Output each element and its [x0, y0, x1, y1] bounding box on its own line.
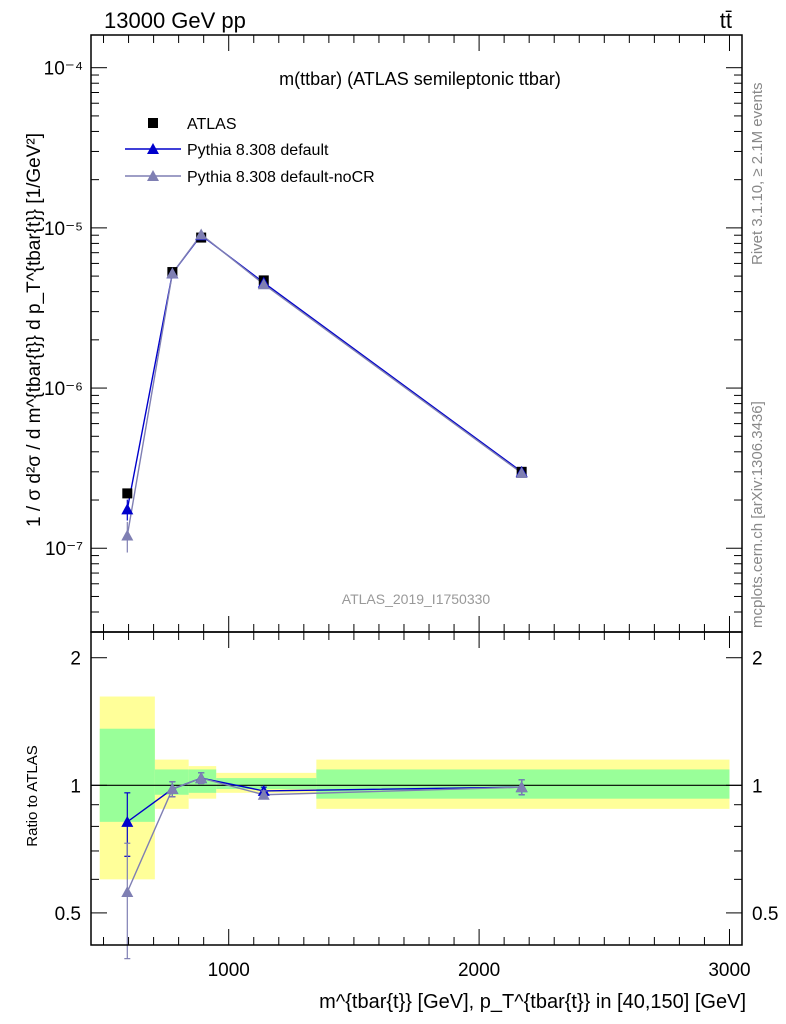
data-point: [257, 278, 270, 290]
legend-label-nocr: Pythia 8.308 default-noCR: [187, 169, 375, 186]
ratio-y-tick-label: 1: [70, 776, 81, 797]
x-tick-label: 3000: [708, 960, 750, 981]
data-point: [515, 466, 528, 478]
x-tick-label: 1000: [208, 960, 250, 981]
legend-marker-nocr: [147, 170, 159, 181]
main-y-axis-label: 1 / σ d²σ / d m^{tbar{t}} d p_T^{tbar{t}…: [24, 133, 45, 527]
x-axis-label: m^{tbar{t}} [GeV], p_T^{tbar{t}} in [40,…: [319, 991, 746, 1013]
data-point: [121, 529, 134, 541]
rivet-label: Rivet 3.1.10, ≥ 2.1M events: [749, 83, 766, 266]
ratio-y-axis-label: Ratio to ATLAS: [24, 745, 41, 846]
ratio-data-point: [121, 886, 134, 898]
data-point: [121, 503, 134, 515]
data-point: [195, 228, 208, 240]
ratio-data-point: [121, 815, 134, 827]
ratio-y-tick-label: 2: [70, 649, 81, 670]
ratio-data-point: [515, 781, 528, 793]
header-left-title: 13000 GeV pp: [104, 8, 246, 33]
legend-label-atlas: ATLAS: [187, 116, 237, 133]
ratio-data-point: [257, 788, 270, 800]
series-line: [126, 234, 523, 510]
ratio-y-tick-label-right: 1: [752, 776, 763, 797]
ratio-data-point: [195, 772, 208, 784]
series-line: [126, 233, 523, 536]
header-right-title: tt̄: [720, 8, 732, 33]
y-tick-label: 10⁻⁴: [44, 59, 83, 80]
ratio-y-tick-label-right: 0.5: [752, 904, 778, 925]
main-plot-title: m(ttbar) (ATLAS semileptonic ttbar): [279, 69, 561, 89]
ratio-y-tick-label: 0.5: [55, 904, 81, 925]
legend-marker-default: [147, 143, 159, 154]
legend-label-default: Pythia 8.308 default: [187, 142, 329, 159]
y-tick-label: 10⁻⁵: [44, 219, 83, 240]
ratio-y-tick-label-right: 2: [752, 649, 763, 670]
data-point: [166, 267, 179, 279]
x-tick-label: 2000: [458, 960, 500, 981]
legend: ATLAS Pythia 8.308 default Pythia 8.308 …: [125, 116, 375, 186]
ratio-plot: 2 2 1 1 0.5 0.5 1000 2000 3000: [55, 631, 778, 981]
data-point: [122, 488, 133, 499]
uncertainty-band-green: [216, 778, 317, 790]
legend-marker-atlas: [148, 118, 158, 128]
y-tick-label: 10⁻⁶: [44, 379, 83, 400]
ratio-plot-frame: [90, 631, 743, 946]
mcplots-label: mcplots.cern.ch [arXiv:1306.3436]: [749, 401, 766, 628]
analysis-tag: ATLAS_2019_I1750330: [342, 591, 491, 607]
ratio-data-point: [166, 783, 179, 795]
y-tick-label: 10⁻⁷: [45, 539, 83, 560]
